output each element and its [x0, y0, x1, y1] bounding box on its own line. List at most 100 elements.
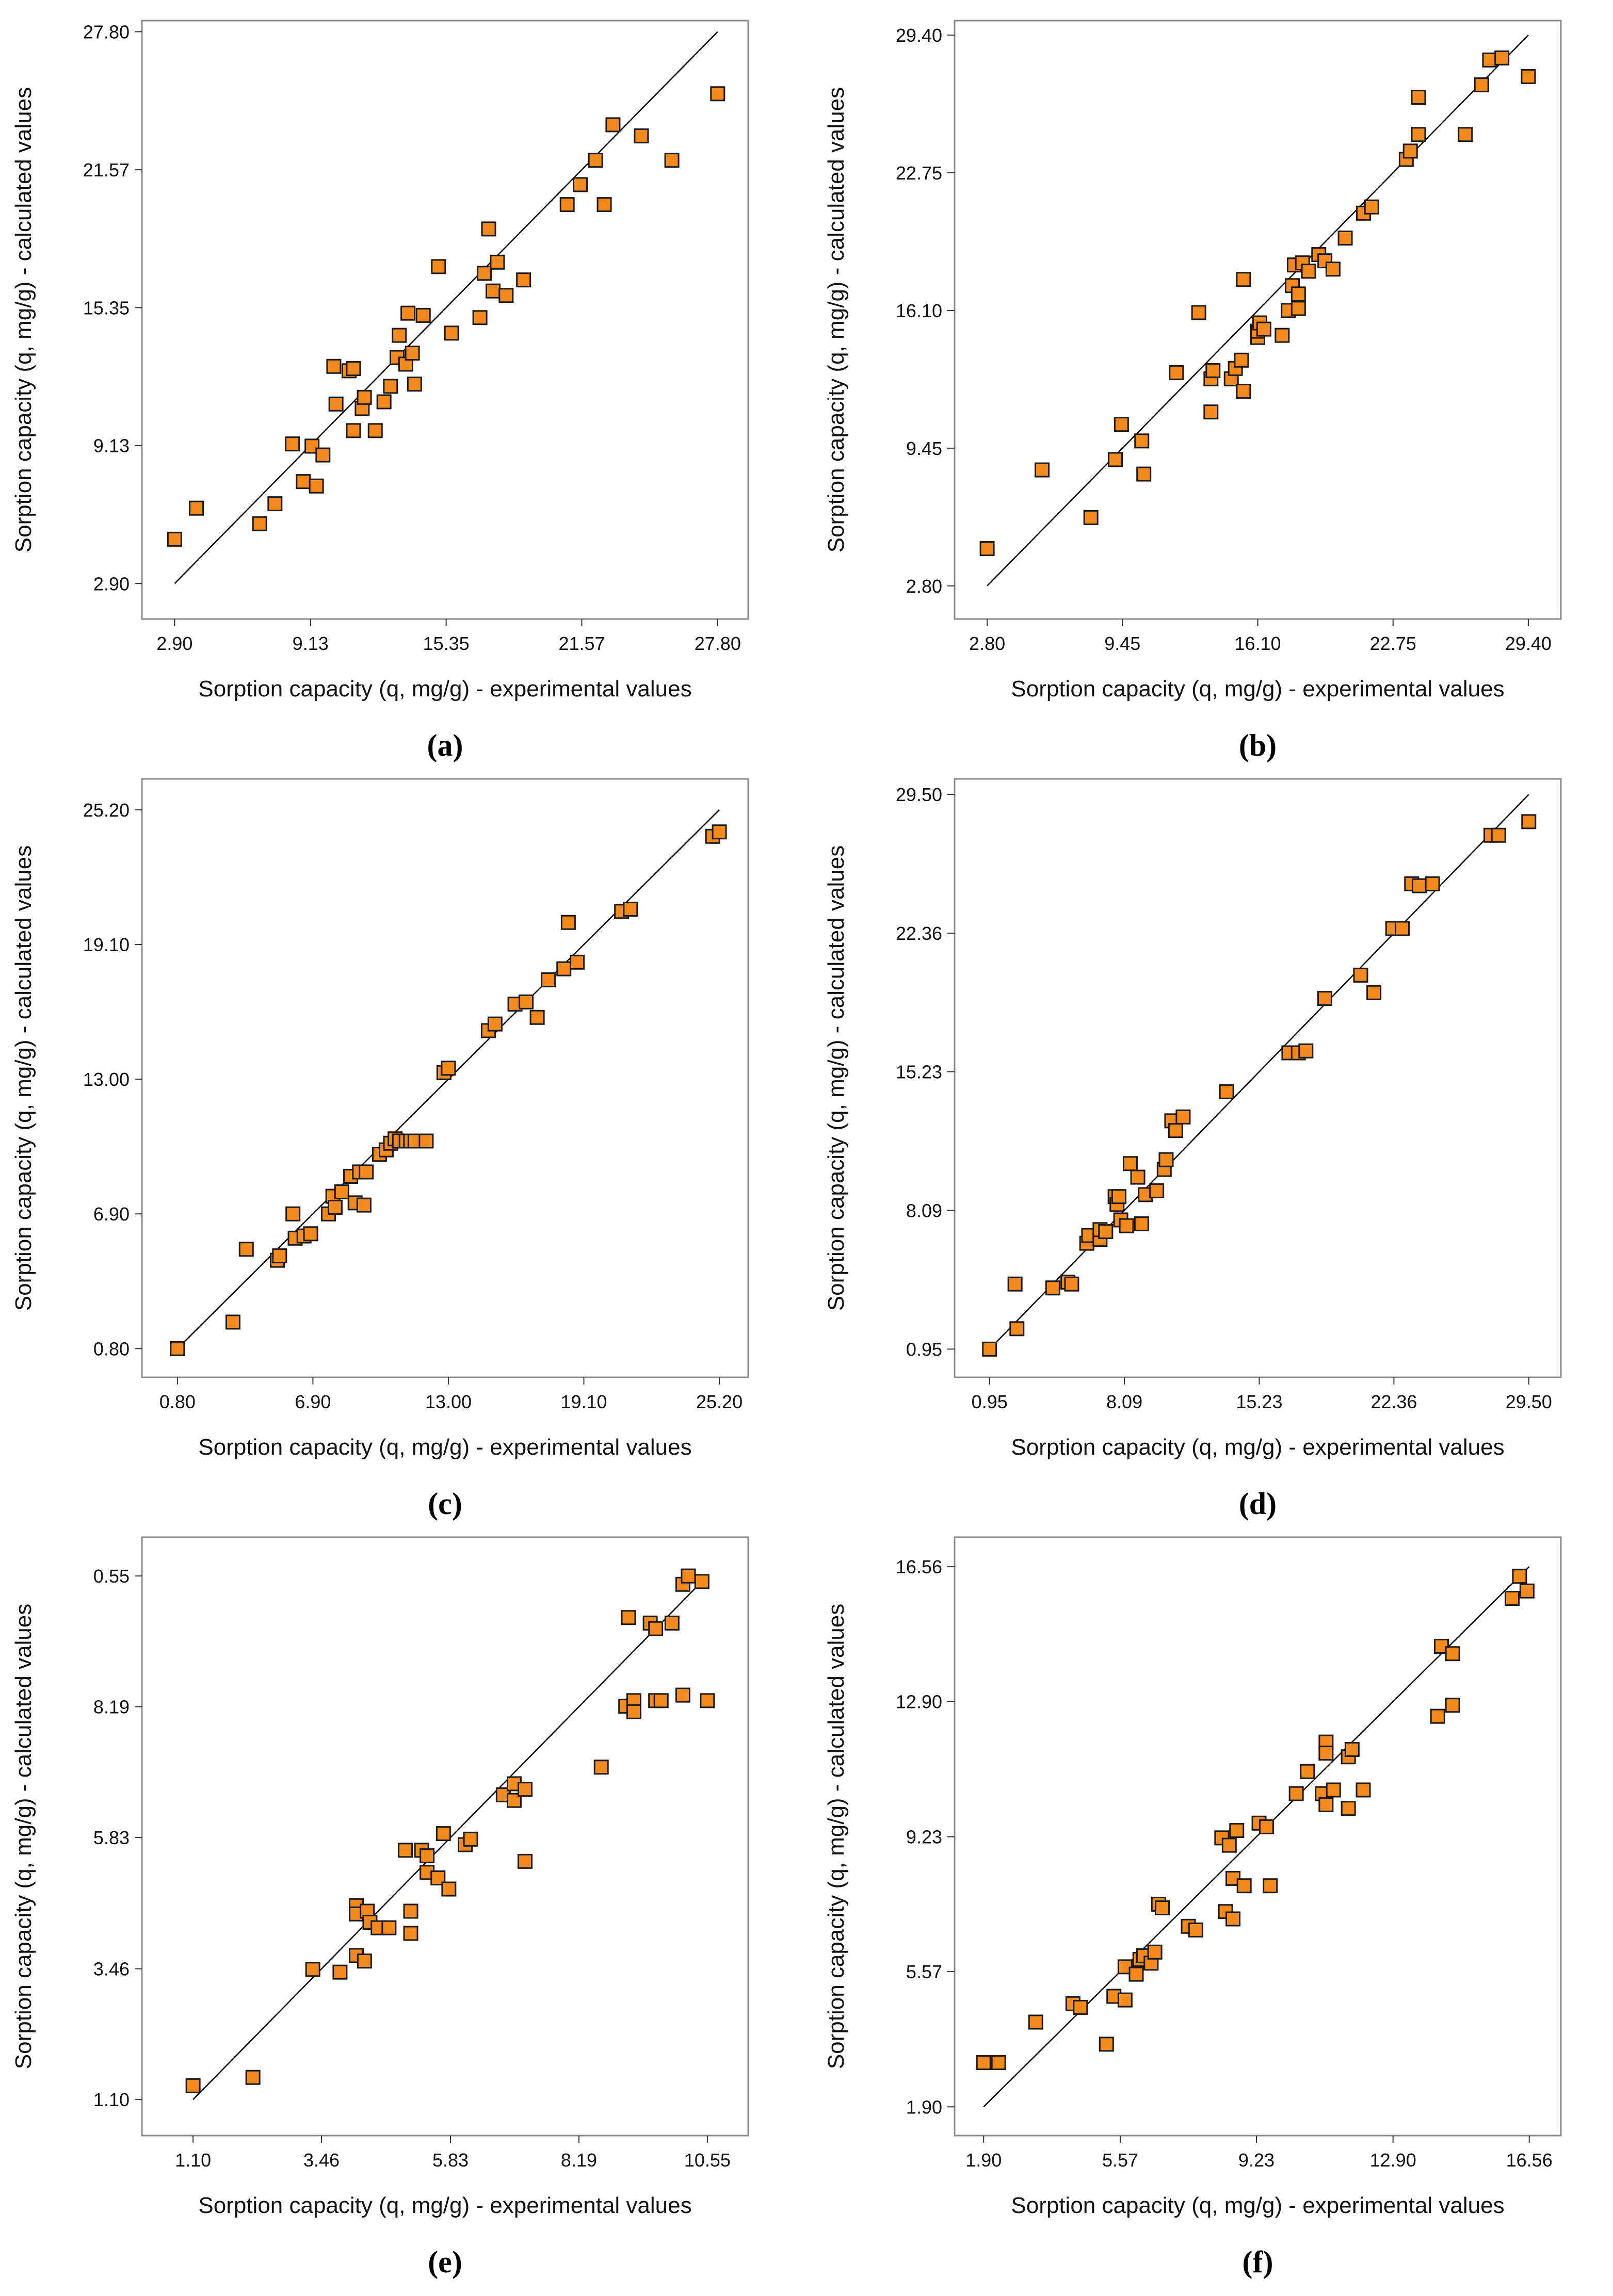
data-point — [675, 1687, 690, 1703]
y-tick-label: 22.75 — [896, 162, 942, 184]
data-point — [1259, 1819, 1274, 1834]
data-point — [979, 541, 995, 557]
data-point — [506, 1793, 522, 1808]
data-point — [170, 1341, 185, 1356]
data-point — [982, 1341, 997, 1357]
data-point — [560, 915, 576, 930]
data-point — [653, 1693, 669, 1708]
x-tick-label: 5.57 — [1102, 2150, 1138, 2171]
y-tick-label: 1.90 — [906, 2096, 942, 2118]
data-point — [1411, 90, 1426, 105]
data-point — [167, 531, 182, 547]
data-point — [441, 1881, 457, 1897]
data-point — [435, 1826, 451, 1842]
x-axis-title: Sorption capacity (q, mg/g) - experiment… — [1011, 2193, 1504, 2218]
y-axis-title: Sorption capacity (q, mg/g) - calculated… — [11, 87, 36, 552]
y-tick-label: 22.36 — [896, 923, 942, 944]
data-point — [305, 1962, 320, 1977]
data-point — [1130, 1169, 1146, 1185]
data-point — [573, 177, 588, 192]
data-point — [1402, 143, 1418, 159]
data-point — [1521, 69, 1536, 84]
plot-frame — [141, 1536, 749, 2137]
data-point — [1256, 321, 1271, 337]
y-tick-label: 12.90 — [896, 1691, 942, 1713]
x-tick-label: 2.90 — [156, 633, 192, 654]
data-point — [1288, 1786, 1304, 1801]
data-point — [1505, 1591, 1520, 1606]
plot-frame — [954, 778, 1562, 1378]
data-point — [1318, 1746, 1334, 1761]
data-point — [405, 345, 420, 361]
data-point — [593, 1760, 609, 1775]
data-point — [648, 1621, 664, 1636]
data-point — [1221, 1837, 1237, 1853]
x-tick-label: 15.23 — [1236, 1391, 1282, 1412]
data-point — [559, 197, 575, 213]
y-tick-label: 0.80 — [93, 1338, 130, 1359]
data-point — [403, 1903, 418, 1919]
data-point — [1366, 985, 1382, 1000]
y-tick-label: 8.09 — [906, 1200, 942, 1221]
data-point — [626, 1704, 642, 1719]
data-point — [634, 128, 649, 143]
data-point — [1064, 1276, 1079, 1292]
data-point — [420, 1848, 435, 1864]
x-tick-label: 9.23 — [1238, 2150, 1275, 2171]
data-point — [1236, 1878, 1252, 1894]
data-point — [400, 305, 416, 321]
data-point — [418, 1133, 434, 1149]
x-tick-label: 2.80 — [969, 633, 1005, 654]
x-tick-label: 8.19 — [561, 2150, 597, 2171]
data-point — [1364, 199, 1379, 215]
data-point — [485, 283, 501, 299]
y-tick-label: 21.57 — [83, 159, 130, 181]
data-point — [1154, 1900, 1170, 1916]
data-point — [357, 1953, 372, 1969]
x-tick-label: 19.10 — [560, 1391, 607, 1412]
y-axis-title: Sorption capacity (q, mg/g) - calculated… — [824, 87, 849, 552]
data-point — [1028, 2014, 1043, 2030]
data-point — [1188, 1922, 1203, 1937]
data-point — [541, 972, 556, 988]
data-point — [1291, 286, 1306, 302]
plot-frame — [141, 778, 749, 1378]
data-point — [518, 1782, 533, 1797]
data-point — [1326, 1782, 1341, 1798]
data-point — [1519, 1583, 1535, 1599]
data-point — [334, 1184, 349, 1199]
y-tick-label: 8.19 — [93, 1697, 130, 1718]
data-point — [1175, 1109, 1191, 1125]
data-point — [285, 1206, 301, 1222]
data-point — [516, 272, 531, 288]
x-tick-label: 27.80 — [695, 633, 741, 654]
fit-line — [987, 35, 1529, 587]
x-tick-label: 22.36 — [1370, 1391, 1417, 1412]
data-point — [1149, 1183, 1165, 1198]
data-point — [518, 1853, 533, 1869]
data-point — [1341, 1801, 1356, 1816]
data-point — [1045, 1280, 1060, 1296]
x-tick-label: 0.95 — [972, 1391, 1008, 1412]
data-point — [1458, 127, 1473, 142]
data-point — [1119, 1218, 1134, 1233]
x-tick-label: 13.00 — [425, 1391, 472, 1412]
data-point — [245, 2070, 261, 2085]
fit-line — [983, 1566, 1530, 2108]
data-point — [1168, 1123, 1183, 1138]
data-point — [1344, 1741, 1360, 1757]
data-point — [710, 86, 725, 102]
data-point — [1073, 1999, 1088, 2015]
data-point — [403, 1926, 418, 1941]
data-point — [326, 359, 342, 374]
data-point — [272, 1248, 287, 1264]
data-point — [1203, 404, 1219, 420]
data-point — [1117, 1992, 1133, 2008]
data-point — [1317, 991, 1332, 1006]
panel-label: (c) — [428, 1487, 462, 1521]
x-tick-label: 6.90 — [295, 1391, 331, 1412]
data-point — [1114, 417, 1129, 432]
data-point — [383, 379, 398, 394]
data-point — [238, 1242, 254, 1257]
y-tick-label: 9.45 — [906, 438, 942, 459]
